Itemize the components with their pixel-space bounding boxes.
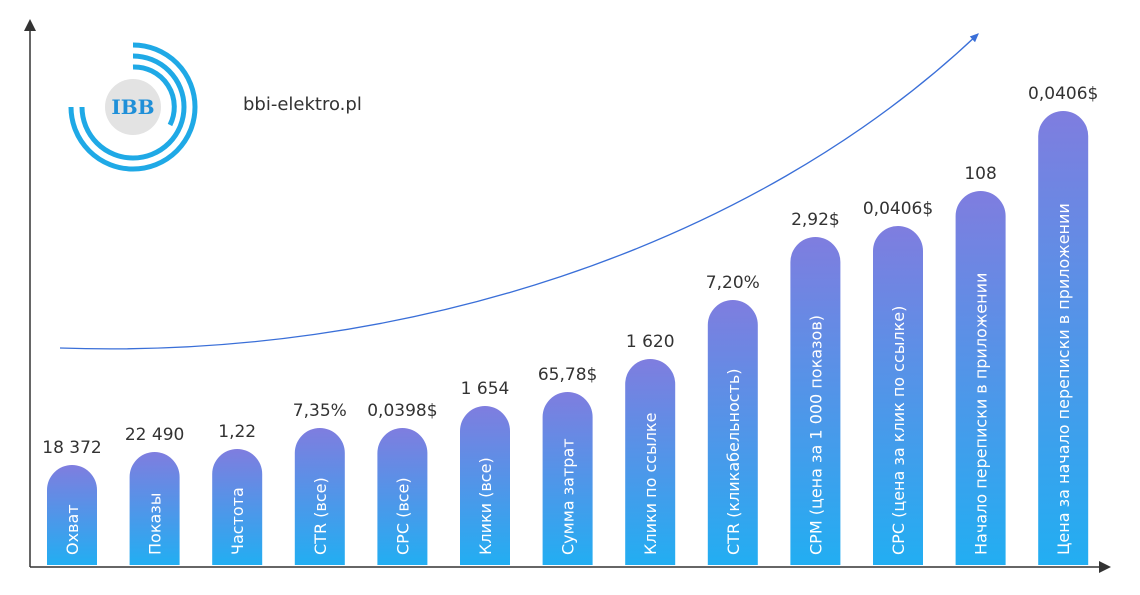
bar-label: CPC (все) <box>393 477 412 555</box>
bar-label: Цена за начало переписки в приложении <box>1054 203 1073 555</box>
site-name: bbi-elektro.pl <box>243 94 362 115</box>
bar-value: 0,0406$ <box>863 199 933 219</box>
bar-value: 108 <box>964 164 996 184</box>
bar-value: 2,92$ <box>791 210 840 230</box>
bar-label: CTR (кликабельность) <box>724 368 743 555</box>
logo-text: IBB <box>111 95 154 119</box>
bar-label: CTR (все) <box>311 477 330 555</box>
bar-label: Сумма затрат <box>559 438 578 555</box>
bar <box>873 226 923 565</box>
logo-arc <box>79 53 187 161</box>
growth-curve <box>59 33 979 350</box>
bar <box>47 465 97 565</box>
bar-value: 1 620 <box>626 332 675 352</box>
logo: IBB <box>68 42 198 172</box>
bar-value: 65,78$ <box>538 365 597 385</box>
bar <box>707 300 758 565</box>
bar <box>294 427 345 565</box>
bar-label: Начало переписки в приложении <box>972 273 991 555</box>
bar <box>1038 111 1089 565</box>
logo-arc <box>68 42 198 172</box>
bars: 18 372 Охват 22 490 Показы 1,22 Частота 7,35% C… <box>42 84 1098 565</box>
bar <box>129 452 180 565</box>
bar-value: 18 372 <box>42 438 101 458</box>
bar-value: 0,0398$ <box>367 401 437 421</box>
bar <box>955 190 1006 565</box>
bar-label: Клики по ссылке <box>641 413 660 555</box>
bar-value: 0,0406$ <box>1028 84 1098 104</box>
bar-value: 22 490 <box>125 425 184 445</box>
bar <box>790 236 841 565</box>
bar-label: Клики (все) <box>476 457 495 555</box>
bar <box>377 428 428 565</box>
bar <box>542 392 593 565</box>
bar-value: 1 654 <box>461 379 510 399</box>
bar-value: 7,35% <box>293 401 347 421</box>
logo-arc <box>132 64 177 127</box>
bar-label: Частота <box>228 487 247 555</box>
bar-label: CPC (цена за клик по ссылке) <box>889 306 908 555</box>
logo-circle <box>105 79 161 135</box>
bar <box>212 448 263 565</box>
bar <box>625 359 676 565</box>
bar-label: Показы <box>146 493 165 555</box>
bar-label: Охват <box>63 504 82 555</box>
bar <box>460 406 510 565</box>
bar-label: CPM (цена за 1 000 показов) <box>806 315 825 555</box>
bar-value: 7,20% <box>706 273 760 293</box>
bar-value: 1,22 <box>218 422 256 442</box>
